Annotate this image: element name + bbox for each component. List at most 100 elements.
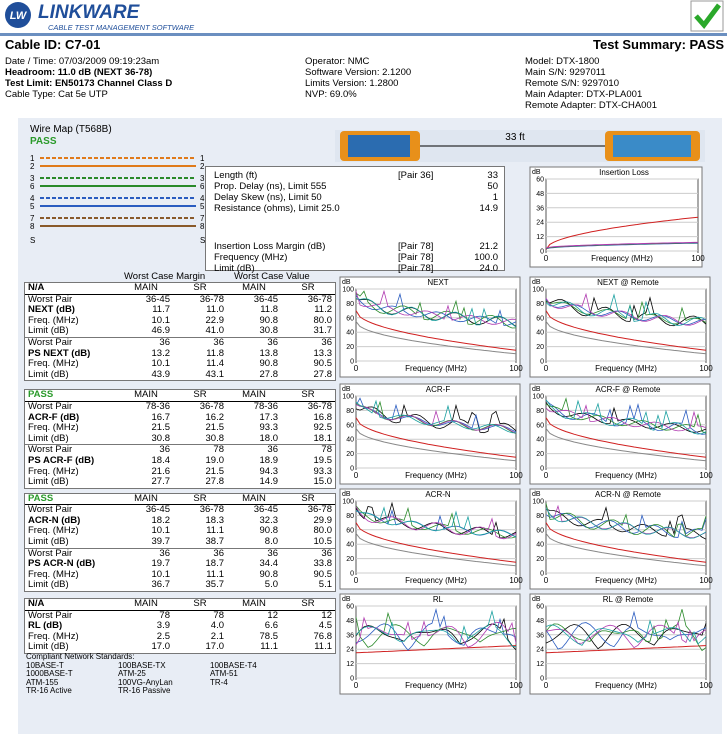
chart-title: ACR-F @ Remote: [595, 385, 661, 394]
y-tick-label: 40: [346, 542, 354, 549]
y-tick-label: 60: [346, 527, 354, 534]
y-tick-label: 40: [536, 542, 544, 549]
plot-area: [356, 501, 516, 573]
plot-area: [546, 396, 706, 468]
x-tick-label: 100: [699, 471, 713, 480]
y-tick-label: 60: [536, 422, 544, 429]
x-tick-label: 0: [354, 576, 359, 585]
y-tick-label: 12: [536, 234, 544, 241]
x-tick-label: 100: [509, 471, 523, 480]
y-tick-label: 12: [536, 661, 544, 668]
y-tick-label: 20: [346, 556, 354, 563]
x-axis-label: Frequency (MHz): [405, 364, 467, 373]
x-axis-label: Frequency (MHz): [595, 471, 657, 480]
y-tick-label: 48: [536, 191, 544, 198]
y-tick-label: 60: [536, 177, 544, 184]
chart-title: NEXT @ Remote: [597, 278, 659, 287]
chart-unit: dB: [532, 386, 541, 393]
y-tick-label: 60: [536, 527, 544, 534]
chart-title: ACR-N @ Remote: [595, 490, 661, 499]
y-tick-label: 36: [536, 632, 544, 639]
y-tick-label: 100: [532, 499, 544, 506]
x-tick-label: 0: [544, 681, 549, 690]
y-tick-label: 48: [346, 618, 354, 625]
x-tick-label: 100: [509, 576, 523, 585]
x-tick-label: 100: [691, 254, 705, 263]
y-tick-label: 40: [346, 437, 354, 444]
x-tick-label: 100: [509, 364, 523, 373]
y-tick-label: 100: [342, 499, 354, 506]
y-tick-label: 20: [346, 451, 354, 458]
x-tick-label: 100: [699, 576, 713, 585]
x-tick-label: 0: [354, 681, 359, 690]
y-tick-label: 100: [342, 394, 354, 401]
y-tick-label: 80: [536, 513, 544, 520]
y-tick-label: 100: [532, 394, 544, 401]
chart-unit: dB: [342, 386, 351, 393]
y-tick-label: 40: [536, 437, 544, 444]
x-tick-label: 100: [699, 364, 713, 373]
y-tick-label: 24: [536, 647, 544, 654]
chart-title: ACR-F: [426, 385, 451, 394]
y-tick-label: 80: [346, 301, 354, 308]
plot-area: [546, 179, 698, 251]
x-tick-label: 0: [544, 576, 549, 585]
chart-title: NEXT: [427, 278, 448, 287]
y-tick-label: 40: [346, 330, 354, 337]
y-tick-label: 24: [346, 647, 354, 654]
y-tick-label: 60: [346, 604, 354, 611]
x-axis-label: Frequency (MHz): [405, 576, 467, 585]
y-tick-label: 20: [536, 556, 544, 563]
y-tick-label: 60: [536, 315, 544, 322]
y-tick-label: 24: [536, 220, 544, 227]
plot-area: [356, 396, 516, 468]
chart-unit: dB: [532, 279, 541, 286]
chart-title: Insertion Loss: [599, 168, 649, 177]
plot-area: [356, 606, 516, 678]
plot-area: [546, 606, 706, 678]
chart-title: ACR-N: [425, 490, 451, 499]
y-tick-label: 80: [536, 408, 544, 415]
y-tick-label: 60: [536, 604, 544, 611]
chart-unit: dB: [532, 491, 541, 498]
x-tick-label: 0: [544, 364, 549, 373]
y-tick-label: 40: [536, 330, 544, 337]
y-tick-label: 80: [536, 301, 544, 308]
y-tick-label: 36: [536, 205, 544, 212]
y-tick-label: 20: [536, 344, 544, 351]
y-tick-label: 80: [346, 513, 354, 520]
page: {"header":{"logo_badge":"LW","logo":"LIN…: [0, 0, 727, 734]
y-tick-label: 80: [346, 408, 354, 415]
x-axis-label: Frequency (MHz): [595, 576, 657, 585]
plot-area: [356, 289, 516, 361]
chart-unit: dB: [532, 169, 541, 176]
x-axis-label: Frequency (MHz): [591, 254, 653, 263]
x-axis-label: Frequency (MHz): [595, 681, 657, 690]
y-tick-label: 12: [346, 661, 354, 668]
chart-unit: dB: [342, 596, 351, 603]
y-tick-label: 60: [346, 315, 354, 322]
x-axis-label: Frequency (MHz): [405, 681, 467, 690]
x-tick-label: 0: [544, 471, 549, 480]
x-axis-label: Frequency (MHz): [595, 364, 657, 373]
plot-area: [546, 501, 706, 573]
chart-unit: dB: [342, 491, 351, 498]
chart-title: RL @ Remote: [603, 595, 654, 604]
x-axis-label: Frequency (MHz): [405, 471, 467, 480]
x-tick-label: 0: [354, 471, 359, 480]
y-tick-label: 100: [532, 287, 544, 294]
x-tick-label: 0: [354, 364, 359, 373]
x-tick-label: 100: [509, 681, 523, 690]
chart-title: RL: [433, 595, 444, 604]
y-tick-label: 60: [346, 422, 354, 429]
y-tick-label: 36: [346, 632, 354, 639]
x-tick-label: 0: [544, 254, 549, 263]
y-tick-label: 20: [536, 451, 544, 458]
y-tick-label: 100: [342, 287, 354, 294]
x-tick-label: 100: [699, 681, 713, 690]
chart-unit: dB: [532, 596, 541, 603]
chart-unit: dB: [342, 279, 351, 286]
charts: dB Insertion Loss 0 12 24 36 48 60 0 100 Frequency…: [0, 0, 727, 734]
y-tick-label: 20: [346, 344, 354, 351]
y-tick-label: 48: [536, 618, 544, 625]
